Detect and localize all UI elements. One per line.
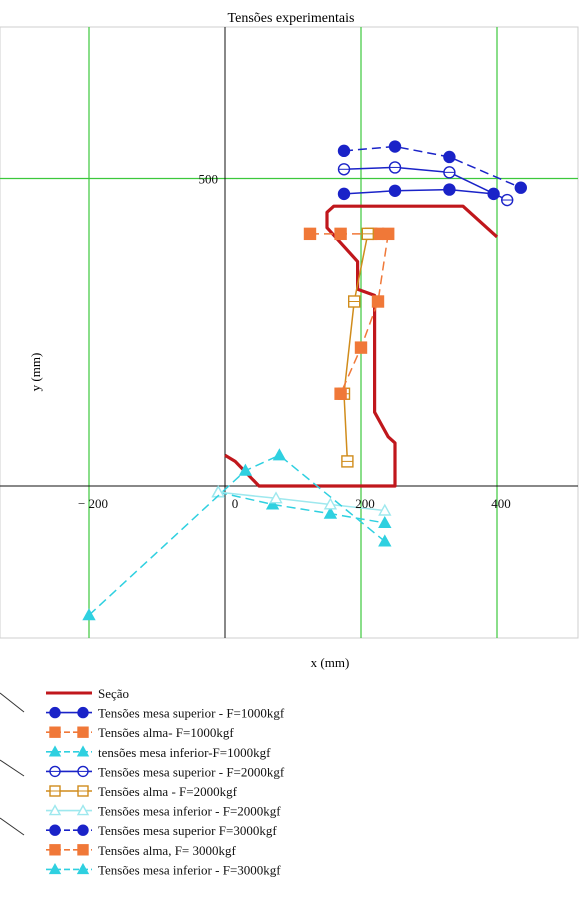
- data-point: [76, 862, 90, 875]
- legend-item: Tensões mesa inferior - F=3000kgf: [46, 862, 281, 877]
- legend-label: Tensões mesa inferior - F=3000kgf: [98, 862, 281, 877]
- data-point: [238, 463, 253, 476]
- series-8: [337, 140, 527, 194]
- legend-label: Seção: [98, 686, 129, 701]
- legend-item: Tensões alma - F=2000kgf: [46, 784, 238, 799]
- legend-label: Tensões mesa superior F=3000kgf: [98, 823, 277, 838]
- legend-item: Tensões alma, F= 3000kgf: [46, 843, 237, 858]
- series-9: [334, 227, 395, 400]
- data-point: [337, 144, 351, 158]
- leader-line: [0, 817, 25, 836]
- legend-item: Tensões mesa superior - F=1000kgf: [46, 706, 285, 721]
- leader-line: [0, 759, 25, 777]
- data-point: [514, 181, 527, 194]
- data-point: [49, 824, 61, 836]
- legend: Seção Tensões mesa superior - F=1000kgf Te…: [46, 686, 285, 877]
- data-point: [323, 497, 338, 510]
- data-point: [76, 804, 90, 816]
- data-point: [82, 608, 96, 621]
- data-point: [76, 745, 90, 757]
- data-point: [443, 150, 456, 164]
- leader-lines: [0, 692, 25, 836]
- data-point: [388, 140, 402, 153]
- legend-item: tensões mesa inferior-F=1000kgf: [46, 745, 271, 760]
- data-point: [378, 503, 392, 516]
- data-point: [269, 491, 283, 504]
- data-point: [378, 534, 392, 547]
- series-2: [337, 183, 500, 201]
- y-tick-label: 500: [199, 172, 219, 187]
- y-axis-label: y (mm): [28, 353, 43, 392]
- data-point: [303, 227, 317, 241]
- legend-label: Tensões alma - F=2000kgf: [98, 784, 238, 799]
- x-tick-label: − 200: [78, 496, 108, 511]
- data-point: [354, 341, 368, 354]
- legend-label: Tensões mesa superior - F=2000kgf: [98, 764, 285, 779]
- legend-item: Tensões mesa superior F=3000kgf: [46, 823, 277, 838]
- data-point: [443, 183, 456, 196]
- series-line: [343, 166, 508, 201]
- data-point: [77, 824, 89, 836]
- data-point: [378, 515, 392, 528]
- series-line: [88, 454, 386, 616]
- legend-item: Tensões mesa inferior - F=2000kgf: [46, 804, 281, 819]
- series-layer: [82, 140, 527, 621]
- series-10: [82, 448, 392, 621]
- leader-line: [0, 692, 25, 713]
- legend-label: Tensões mesa superior - F=1000kgf: [98, 706, 285, 721]
- series-line: [339, 233, 389, 395]
- data-point: [48, 745, 62, 757]
- x-axis-label: x (mm): [311, 655, 350, 670]
- data-point: [77, 706, 89, 719]
- data-point: [77, 726, 89, 738]
- series-line: [343, 233, 369, 462]
- legend-label: Tensões alma- F=1000kgf: [98, 725, 234, 740]
- data-point: [77, 844, 89, 856]
- plot-area: [0, 26, 579, 639]
- data-point: [334, 227, 347, 241]
- data-point: [272, 448, 287, 461]
- grid: [0, 27, 578, 638]
- data-point: [371, 227, 385, 241]
- legend-item: Tensões mesa superior - F=2000kgf: [46, 764, 285, 779]
- legend-item: Seção: [46, 686, 129, 701]
- data-point: [371, 295, 385, 308]
- series-5: [337, 161, 514, 207]
- data-point: [334, 387, 347, 400]
- series-line: [343, 188, 494, 195]
- data-point: [48, 804, 62, 816]
- data-point: [49, 706, 61, 719]
- data-point: [265, 497, 280, 510]
- data-point: [388, 184, 402, 198]
- legend-item: Tensões alma- F=1000kgf: [46, 725, 234, 740]
- series-7: [211, 485, 392, 516]
- data-point: [49, 844, 61, 856]
- legend-label: tensões mesa inferior-F=1000kgf: [98, 745, 271, 760]
- data-point: [49, 726, 61, 738]
- chart-title: Tensões experimentais: [228, 11, 355, 26]
- tick-labels: − 200 0 200 400 500: [78, 172, 511, 512]
- data-point: [323, 506, 338, 519]
- x-tick-label: 200: [355, 496, 375, 511]
- data-point: [337, 187, 351, 201]
- legend-label: Tensões mesa inferior - F=2000kgf: [98, 804, 281, 819]
- series-line: [218, 491, 385, 512]
- data-point: [48, 862, 62, 875]
- series-line: [343, 145, 522, 189]
- data-point: [382, 227, 395, 241]
- x-tick-label: 400: [491, 496, 511, 511]
- legend-label: Tensões alma, F= 3000kgf: [98, 843, 237, 858]
- x-tick-label: 0: [232, 496, 239, 511]
